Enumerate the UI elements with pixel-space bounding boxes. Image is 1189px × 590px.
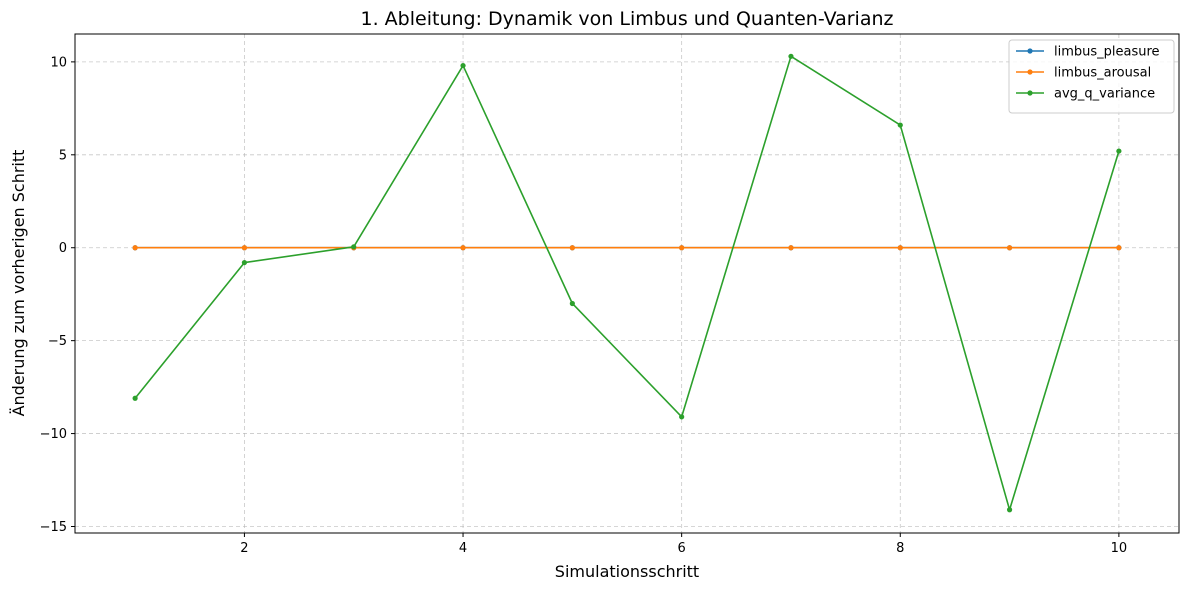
point-avg-q-variance — [897, 122, 903, 128]
point-limbus-arousal — [132, 245, 138, 251]
y-tick-label: 0 — [59, 241, 67, 256]
y-tick-label: −15 — [40, 520, 67, 535]
point-avg-q-variance — [132, 395, 138, 401]
y-tick-label: −10 — [40, 427, 67, 442]
plot-frame — [74, 33, 1180, 534]
point-limbus-arousal — [1116, 245, 1122, 251]
series-layer — [132, 53, 1122, 513]
point-avg-q-variance — [460, 62, 466, 69]
legend-marker-limbus-arousal — [1027, 69, 1033, 75]
y-tick-label: 10 — [50, 55, 67, 70]
point-limbus-arousal — [460, 245, 466, 251]
series-line-avg-q-variance — [134, 55, 1120, 511]
point-avg-q-variance — [569, 300, 575, 307]
x-tick-label: 2 — [240, 541, 248, 556]
point-limbus-arousal — [897, 245, 903, 251]
legend-label-limbus-pleasure: limbus_pleasure — [1054, 45, 1160, 60]
y-tick-label: −5 — [48, 334, 67, 349]
point-limbus-arousal — [569, 245, 575, 251]
y-tick-label: 5 — [59, 148, 67, 163]
legend-label-avg-q-variance: avg_q_variance — [1054, 87, 1155, 102]
point-limbus-arousal — [788, 245, 794, 251]
ticks: 2 4 6 8 10 −15 −10 −5 0 5 10 — [40, 55, 1128, 556]
legend: limbus_pleasure limbus_arousal avg_q_varia… — [1008, 39, 1175, 114]
legend-marker-limbus-pleasure — [1027, 48, 1033, 54]
legend-marker-avg-q-variance — [1027, 90, 1033, 96]
x-tick-label: 4 — [459, 541, 467, 556]
point-limbus-arousal — [679, 245, 685, 251]
point-avg-q-variance — [679, 414, 685, 420]
x-axis-label: Simulationsschritt — [555, 562, 699, 581]
point-avg-q-variance — [788, 53, 794, 59]
point-limbus-arousal — [241, 245, 248, 251]
point-avg-q-variance — [241, 259, 248, 266]
legend-box — [1008, 39, 1175, 114]
x-tick-label: 10 — [1111, 541, 1128, 556]
legend-label-limbus-arousal: limbus_arousal — [1054, 66, 1151, 81]
x-tick-label: 6 — [678, 541, 686, 556]
point-avg-q-variance — [1006, 507, 1013, 513]
point-avg-q-variance — [351, 244, 357, 250]
chart-title: 1. Ableitung: Dynamik von Limbus und Qua… — [361, 8, 894, 30]
x-tick-label: 8 — [896, 541, 904, 556]
point-limbus-arousal — [1006, 245, 1013, 251]
y-axis-label: Änderung zum vorherigen Schritt — [9, 150, 28, 417]
point-avg-q-variance — [1116, 148, 1122, 154]
